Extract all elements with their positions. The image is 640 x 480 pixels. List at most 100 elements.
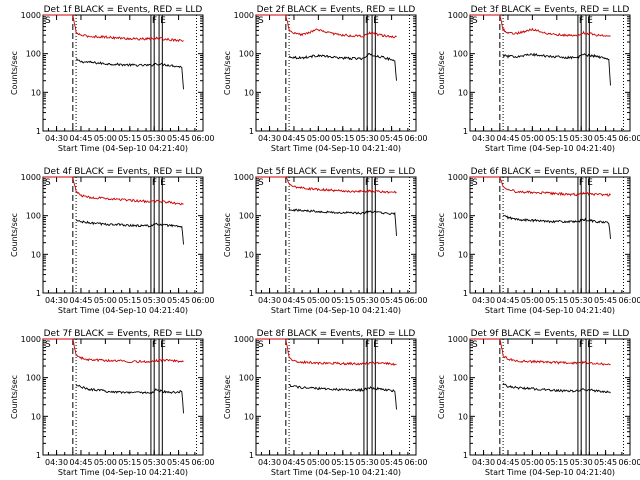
- x-tick-label: 04:45: [69, 134, 92, 143]
- y-tick-label: 10: [31, 412, 41, 421]
- x-axis-label: Start Time (04-Sep-10 04:21:40): [485, 306, 615, 315]
- series-line-events: [75, 219, 184, 245]
- x-tick-label: 04:45: [282, 134, 305, 143]
- x-axis-label: Start Time (04-Sep-10 04:21:40): [58, 144, 188, 153]
- y-tick-label: 1000: [448, 11, 468, 20]
- y-tick-label: 1: [249, 451, 254, 460]
- x-tick-label: 05:45: [167, 134, 190, 143]
- annotation-e: E: [587, 16, 593, 26]
- chart-title: Det 5f BLACK = Events, RED = LLD: [257, 167, 416, 177]
- x-tick-label: 05:15: [331, 296, 354, 305]
- annotation-e: E: [587, 340, 593, 350]
- y-tick-label: 10: [244, 88, 254, 97]
- y-axis-label: Counts/sec: [437, 51, 446, 95]
- x-axis-label: Start Time (04-Sep-10 04:21:40): [271, 306, 401, 315]
- y-tick-label: 10: [244, 412, 254, 421]
- x-tick-label: 05:15: [118, 134, 141, 143]
- x-axis-label: Start Time (04-Sep-10 04:21:40): [271, 468, 401, 477]
- series-line-lld: [256, 176, 397, 194]
- y-axis-label: Counts/sec: [10, 213, 19, 257]
- x-tick-label: 05:00: [521, 134, 544, 143]
- y-tick-label: 100: [453, 212, 468, 221]
- y-axis-label: Counts/sec: [223, 213, 232, 257]
- series-line-events: [288, 208, 397, 236]
- annotation-e: E: [373, 178, 379, 188]
- annotation-s: S: [258, 16, 264, 26]
- series-line-events: [502, 214, 611, 239]
- annotation-e: E: [373, 16, 379, 26]
- y-tick-label: 100: [26, 50, 41, 59]
- y-tick-label: 10: [458, 88, 468, 97]
- x-axis-label: Start Time (04-Sep-10 04:21:40): [485, 144, 615, 153]
- x-tick-label: 05:45: [167, 296, 190, 305]
- annotation-s: S: [45, 16, 51, 26]
- x-tick-label: 05:00: [521, 296, 544, 305]
- x-tick-label: 05:15: [545, 296, 568, 305]
- y-axis-label: Counts/sec: [223, 51, 232, 95]
- x-tick-label: 05:15: [331, 134, 354, 143]
- y-tick-label: 100: [239, 212, 254, 221]
- x-tick-label: 04:30: [472, 134, 495, 143]
- x-tick-label: 05:30: [356, 134, 379, 143]
- x-tick-label: 06:00: [191, 134, 214, 143]
- series-line-lld: [256, 14, 397, 39]
- x-tick-label: 04:30: [45, 296, 68, 305]
- y-tick-label: 1: [36, 127, 41, 136]
- annotation-f: F: [152, 178, 157, 188]
- x-tick-label: 04:45: [282, 296, 305, 305]
- chart-panel-8: Det 8f BLACK = Events, RED = LLD 1 10 100 10…: [223, 329, 428, 477]
- x-tick-label: 04:30: [258, 458, 281, 467]
- y-tick-label: 100: [26, 374, 41, 383]
- x-axis-label: Start Time (04-Sep-10 04:21:40): [58, 306, 188, 315]
- x-tick-label: 05:15: [545, 458, 568, 467]
- series-line-events: [288, 52, 397, 81]
- plot-frame: [255, 14, 417, 132]
- series-line-lld: [43, 338, 184, 364]
- plot-frame: [469, 14, 631, 132]
- annotation-e: E: [160, 16, 166, 26]
- x-tick-label: 06:00: [191, 296, 214, 305]
- chart-panel-7: Det 7f BLACK = Events, RED = LLD 1 10 100 10…: [10, 329, 215, 477]
- x-tick-label: 04:30: [472, 458, 495, 467]
- annotation-e: E: [373, 340, 379, 350]
- series-line-events: [75, 384, 184, 414]
- x-tick-label: 04:45: [69, 458, 92, 467]
- x-tick-label: 05:45: [594, 458, 617, 467]
- x-tick-label: 04:45: [496, 296, 519, 305]
- y-tick-label: 100: [453, 50, 468, 59]
- y-tick-label: 1: [249, 127, 254, 136]
- y-tick-label: 1000: [234, 11, 254, 20]
- plot-frame: [469, 176, 631, 294]
- y-tick-label: 1: [36, 289, 41, 298]
- x-tick-label: 05:30: [143, 458, 166, 467]
- x-tick-label: 05:45: [594, 134, 617, 143]
- plot-frame: [42, 176, 204, 294]
- x-tick-label: 06:00: [618, 458, 640, 467]
- x-tick-label: 05:30: [570, 458, 593, 467]
- series-line-lld: [43, 14, 184, 43]
- annotation-f: F: [579, 16, 584, 26]
- y-tick-label: 100: [453, 374, 468, 383]
- series-line-events: [75, 58, 184, 90]
- chart-panel-1: Det 1f BLACK = Events, RED = LLD 1 10 100 10…: [10, 5, 215, 153]
- x-axis-label: Start Time (04-Sep-10 04:21:40): [485, 468, 615, 477]
- x-tick-label: 06:00: [618, 296, 640, 305]
- annotation-s: S: [258, 178, 264, 188]
- y-axis-label: Counts/sec: [10, 51, 19, 95]
- annotation-s: S: [45, 178, 51, 188]
- annotation-f: F: [365, 178, 370, 188]
- y-tick-label: 1000: [448, 335, 468, 344]
- x-tick-label: 05:30: [356, 296, 379, 305]
- x-tick-label: 05:30: [143, 134, 166, 143]
- annotation-f: F: [152, 16, 157, 26]
- x-tick-label: 05:15: [118, 296, 141, 305]
- x-tick-label: 04:30: [45, 134, 68, 143]
- x-tick-label: 04:45: [282, 458, 305, 467]
- annotation-f: F: [579, 340, 584, 350]
- chart-title: Det 2f BLACK = Events, RED = LLD: [257, 5, 416, 15]
- chart-panel-9: Det 9f BLACK = Events, RED = LLD 1 10 100 10…: [437, 329, 640, 477]
- chart-title: Det 3f BLACK = Events, RED = LLD: [471, 5, 630, 15]
- x-tick-label: 04:30: [45, 458, 68, 467]
- x-axis-label: Start Time (04-Sep-10 04:21:40): [58, 468, 188, 477]
